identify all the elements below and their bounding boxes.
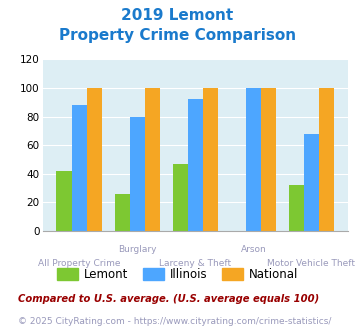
Bar <box>203 88 218 231</box>
Bar <box>188 99 203 231</box>
Text: Arson: Arson <box>240 245 266 254</box>
Text: Larceny & Theft: Larceny & Theft <box>159 259 231 268</box>
Bar <box>173 164 188 231</box>
Bar <box>319 88 334 231</box>
Bar <box>246 88 261 231</box>
Bar <box>56 171 72 231</box>
Bar <box>289 185 304 231</box>
Bar <box>130 116 145 231</box>
Text: All Property Crime: All Property Crime <box>38 259 120 268</box>
Bar <box>304 134 319 231</box>
Legend: Lemont, Illinois, National: Lemont, Illinois, National <box>52 263 303 286</box>
Bar <box>145 88 160 231</box>
Bar <box>115 194 130 231</box>
Text: Compared to U.S. average. (U.S. average equals 100): Compared to U.S. average. (U.S. average … <box>18 294 319 304</box>
Text: Motor Vehicle Theft: Motor Vehicle Theft <box>267 259 355 268</box>
Text: Property Crime Comparison: Property Crime Comparison <box>59 28 296 43</box>
Bar <box>87 88 102 231</box>
Text: 2019 Lemont: 2019 Lemont <box>121 8 234 23</box>
Bar <box>72 105 87 231</box>
Text: © 2025 CityRating.com - https://www.cityrating.com/crime-statistics/: © 2025 CityRating.com - https://www.city… <box>18 317 331 326</box>
Bar <box>261 88 276 231</box>
Text: Burglary: Burglary <box>118 245 157 254</box>
